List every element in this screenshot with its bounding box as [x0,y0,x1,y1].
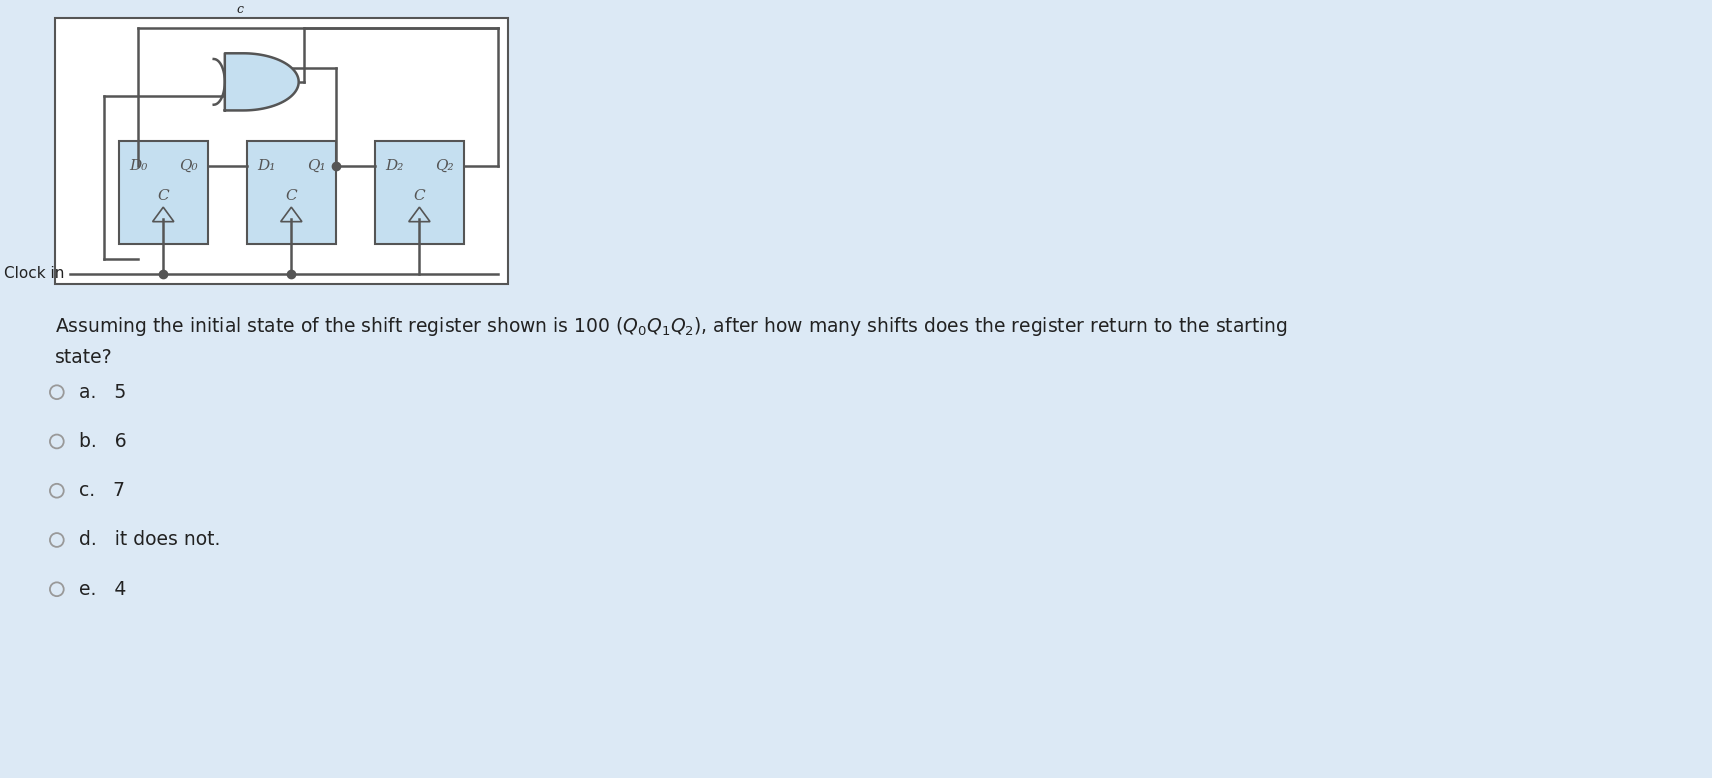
Text: D₀: D₀ [128,159,147,173]
FancyBboxPatch shape [118,141,207,244]
Text: c.   7: c. 7 [79,482,125,500]
Text: b.   6: b. 6 [79,432,127,451]
FancyBboxPatch shape [247,141,336,244]
Text: C: C [414,189,425,203]
Polygon shape [224,53,298,110]
Text: C: C [286,189,298,203]
Text: Clock in: Clock in [5,267,65,282]
Text: c: c [236,3,243,16]
Text: Q₂: Q₂ [435,159,454,173]
FancyBboxPatch shape [55,18,508,284]
FancyBboxPatch shape [375,141,464,244]
Text: e.   4: e. 4 [79,580,127,599]
Text: D₁: D₁ [257,159,276,173]
Text: Assuming the initial state of the shift register shown is 100 $(Q_0Q_1Q_2)$, aft: Assuming the initial state of the shift … [55,315,1287,338]
Text: state?: state? [55,348,113,367]
Text: Q₀: Q₀ [178,159,197,173]
Text: D₂: D₂ [385,159,404,173]
Text: d.   it does not.: d. it does not. [79,531,221,549]
Text: C: C [158,189,169,203]
Text: Q₁: Q₁ [306,159,325,173]
Text: a.   5: a. 5 [79,383,127,401]
